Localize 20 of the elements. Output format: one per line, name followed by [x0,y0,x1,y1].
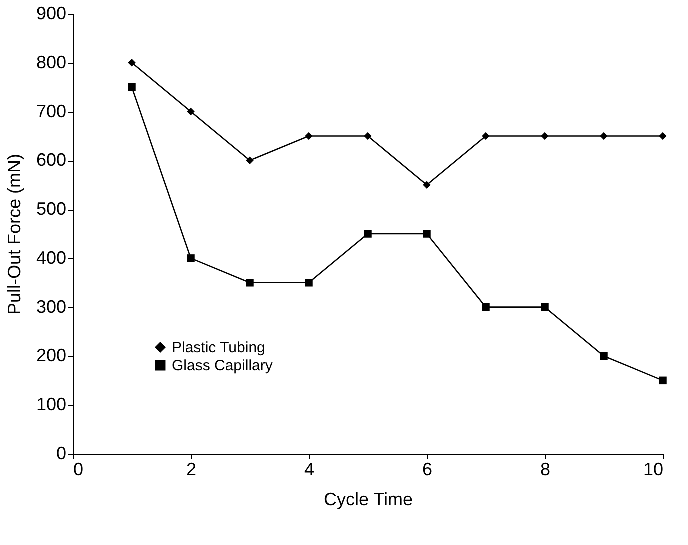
x-tick-label: 10 [643,460,664,480]
legend-label: Glass Capillary [172,358,274,374]
y-tick-label: 0 [56,444,66,464]
y-tick-label: 900 [36,4,66,24]
y-tick-label: 200 [36,346,66,366]
x-axis-title: Cycle Time [324,490,414,510]
y-tick-label: 700 [36,101,66,122]
x-tick-label: 0 [74,460,84,480]
y-tick-label: 500 [36,199,66,220]
y-tick-label: 800 [36,52,66,72]
x-tick-label: 6 [422,460,433,480]
y-tick-label: 100 [36,394,66,415]
legend-label: Plastic Tubing [172,340,266,356]
y-tick-label: 600 [36,150,66,170]
y-tick-label: 300 [36,296,66,317]
x-tick-label: 4 [304,460,315,480]
x-tick-label: 8 [540,460,551,480]
y-axis-title: Pull-Out Force (mN) [4,154,24,316]
y-tick-label: 400 [36,248,66,268]
x-tick-label: 2 [186,460,197,480]
